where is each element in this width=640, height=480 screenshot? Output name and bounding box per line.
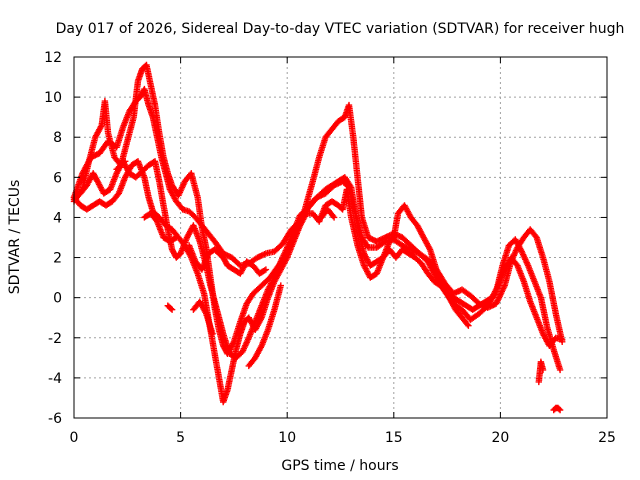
data-point [171,235,179,242]
series-fragments [113,158,564,414]
series-track-4 [70,158,472,406]
data-point [258,252,265,259]
chart-title: Day 017 of 2026, Sidereal Day-to-day VTE… [56,21,625,37]
data-point [122,158,129,165]
data-point [329,212,337,220]
x-axis-label: GPS time / hours [281,458,398,474]
data-point [556,406,564,414]
y-tick-label: 12 [44,50,62,66]
data-point [555,405,563,413]
x-tick-label: 10 [278,430,296,446]
y-tick-label: -6 [48,411,62,427]
y-tick-label: 2 [53,251,62,267]
y-axis-tick-labels: -6 -4 -2 0 2 4 6 8 10 12 [44,50,62,427]
data-point [167,305,175,312]
x-axis-tick-labels: 0 5 10 15 20 25 [70,430,616,446]
y-tick-label: 10 [44,90,62,106]
data-point [261,267,268,274]
data-point [120,159,128,166]
data-point [556,366,564,374]
data-point [277,282,284,289]
y-tick-label: 0 [53,291,62,307]
x-tick-label: 0 [70,430,79,446]
y-tick-label: 4 [53,210,62,226]
data-point [330,214,338,221]
x-tick-label: 5 [176,430,185,446]
data-point [209,330,216,337]
y-tick-label: 6 [53,170,62,186]
data-points [70,61,566,414]
y-tick-label: -2 [48,331,62,347]
data-point [539,366,547,374]
y-axis-label: SDTVAR / TECUs [7,180,23,295]
data-point [173,234,180,241]
plot-frame [73,56,608,419]
data-point [464,321,471,328]
x-tick-label: 25 [598,430,616,446]
axis-ticks [73,56,608,419]
data-point [262,266,270,273]
x-tick-label: 15 [385,430,403,446]
data-point [168,306,176,313]
y-tick-label: 8 [53,130,62,146]
y-tick-label: -4 [48,371,62,387]
x-tick-label: 20 [491,430,509,446]
data-point [559,336,566,343]
data-point [465,322,472,329]
